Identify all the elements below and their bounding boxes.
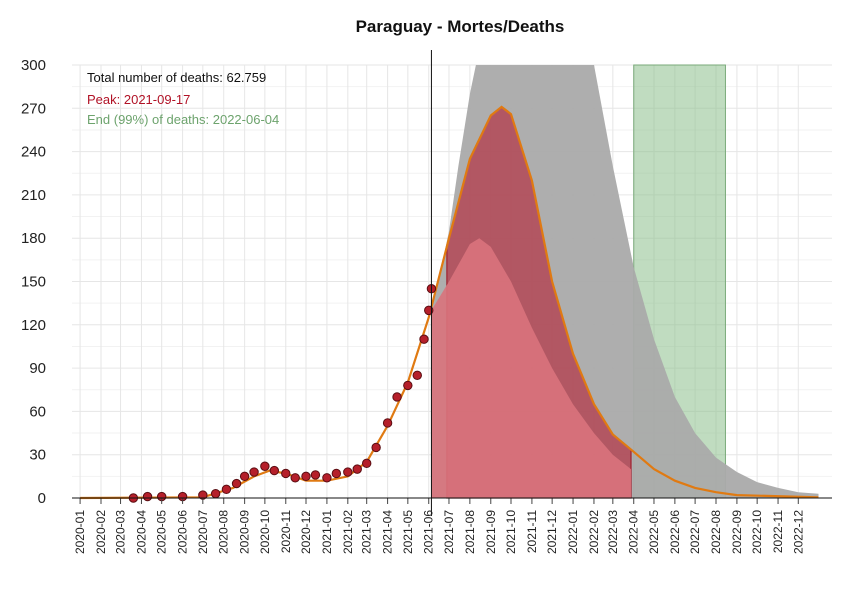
x-tick-label: 2022-07: [688, 510, 702, 554]
x-tick-label: 2022-11: [771, 510, 785, 553]
x-tick-label: 2020-10: [258, 510, 272, 554]
data-point: [210, 488, 221, 499]
x-tick-label: 2022-03: [606, 510, 620, 554]
x-tick-label: 2020-01: [73, 510, 87, 554]
x-tick-label: 2021-08: [463, 510, 477, 554]
data-point: [281, 468, 291, 479]
x-tick-label: 2022-09: [730, 510, 744, 554]
x-tick-label: 2021-11: [525, 510, 539, 553]
x-tick-label: 2020-05: [155, 510, 169, 554]
x-tick-label: 2020-08: [217, 510, 231, 554]
y-tick-label: 60: [29, 403, 46, 420]
data-point: [403, 380, 413, 391]
data-point: [260, 461, 270, 471]
data-point: [424, 305, 434, 316]
x-tick-labels: 2020-01 2020-02 2020-03 2020-04 2020-05 2020-…: [73, 510, 805, 554]
x-tick-label: 2022-08: [709, 510, 723, 554]
data-point: [352, 464, 362, 474]
axes: [72, 50, 832, 516]
bands: [431, 64, 819, 499]
data-point: [412, 370, 422, 381]
y-tick-label: 90: [29, 360, 46, 377]
y-tick-label: 150: [21, 274, 46, 291]
data-point: [382, 418, 393, 428]
x-tick-label: 2020-11: [279, 510, 293, 553]
data-point: [343, 467, 353, 477]
data-point: [249, 467, 259, 477]
y-tick-label: 270: [21, 100, 46, 117]
data-point: [221, 484, 232, 495]
x-tick-label: 2022-05: [647, 510, 661, 554]
x-tick-label: 2022-02: [587, 510, 601, 554]
data-point: [239, 471, 250, 482]
x-tick-label: 2020-06: [176, 510, 190, 554]
x-tick-label: 2022-06: [668, 510, 682, 554]
data-point: [361, 458, 372, 469]
y-tick-label: 180: [21, 230, 46, 247]
data-point: [142, 491, 153, 502]
y-tick-label: 0: [38, 490, 46, 507]
x-tick-label: 2021-04: [381, 510, 395, 554]
x-tick-label: 2020-04: [134, 510, 148, 554]
x-tick-label: 2022-04: [627, 510, 641, 554]
lower-band: [431, 238, 631, 498]
observed-points: [128, 284, 437, 503]
y-tick-label: 210: [21, 187, 46, 204]
x-tick-label: 2020-02: [94, 510, 108, 554]
chart-title: Paraguay - Mortes/Deaths: [356, 17, 565, 36]
y-tick-label: 300: [21, 57, 46, 74]
data-point: [392, 392, 402, 402]
data-point: [290, 473, 300, 483]
data-point: [371, 442, 381, 453]
x-tick-label: 2020-12: [299, 510, 313, 554]
x-tick-label: 2021-02: [341, 510, 355, 554]
y-tick-label: 30: [29, 447, 46, 464]
data-point: [331, 468, 342, 479]
x-tick-label: 2022-12: [791, 510, 805, 554]
x-tick-label: 2020-09: [238, 510, 252, 554]
x-tick-label: 2022-01: [566, 510, 580, 554]
y-tick-label: 120: [21, 317, 46, 334]
x-tick-label: 2020-07: [196, 510, 210, 554]
x-tick-label: 2021-09: [484, 510, 498, 554]
x-tick-label: 2021-07: [442, 510, 456, 554]
data-point: [419, 334, 429, 344]
data-point: [310, 470, 321, 480]
y-tick-label: 240: [21, 144, 46, 161]
annotation-end: End (99%) of deaths: 2022-06-04: [87, 112, 279, 127]
x-tick-label: 2021-01: [320, 510, 334, 554]
annotation-total: Total number of deaths: 62.759: [87, 70, 266, 85]
data-point: [322, 473, 332, 483]
x-tick-label: 2021-12: [545, 510, 559, 554]
x-tick-label: 2021-05: [401, 510, 415, 554]
x-tick-label: 2021-03: [360, 510, 374, 554]
y-tick-labels: 0 30 60 90 120 150 180 210 240 270 300: [21, 57, 46, 507]
x-tick-label: 2020-03: [114, 510, 128, 554]
annotation-peak: Peak: 2021-09-17: [87, 92, 190, 107]
data-point: [269, 465, 280, 476]
data-point: [231, 478, 242, 489]
data-point: [301, 471, 311, 482]
x-tick-label: 2021-10: [504, 510, 518, 554]
x-tick-label: 2022-10: [750, 510, 764, 554]
x-tick-label: 2021-06: [422, 510, 436, 554]
